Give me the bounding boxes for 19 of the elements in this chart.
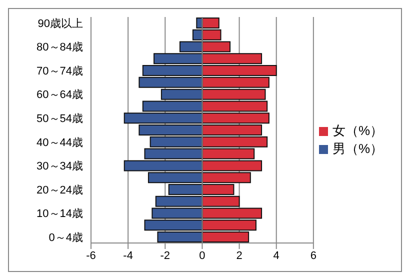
x-tick-label: -6 <box>86 250 96 262</box>
legend-label: 男（%） <box>332 141 383 156</box>
y-tick-label: 20～24歳 <box>36 183 83 196</box>
y-tick-label: 0～4歳 <box>48 230 83 244</box>
x-tick-label: 4 <box>273 250 280 262</box>
x-tick-label: -2 <box>160 250 170 262</box>
y-tick-label: 50～54歳 <box>36 112 83 126</box>
x-tick-label: 6 <box>310 250 316 262</box>
y-tick-label: 60～64歳 <box>36 88 83 102</box>
y-tick-label: 70～74歳 <box>36 64 83 78</box>
y-tick-label: 40～44歳 <box>36 136 83 149</box>
y-tick-label: 30～34歳 <box>36 160 83 173</box>
legend-label: 女（%） <box>332 123 383 138</box>
y-tick-label: 10～14歳 <box>36 207 83 220</box>
x-tick-label: 2 <box>236 250 242 262</box>
y-tick-label: 90歳以上 <box>38 16 83 30</box>
x-tick-label: -4 <box>123 250 133 262</box>
y-tick-label: 80～84歳 <box>36 40 83 54</box>
x-tick-label: 0 <box>199 250 206 262</box>
